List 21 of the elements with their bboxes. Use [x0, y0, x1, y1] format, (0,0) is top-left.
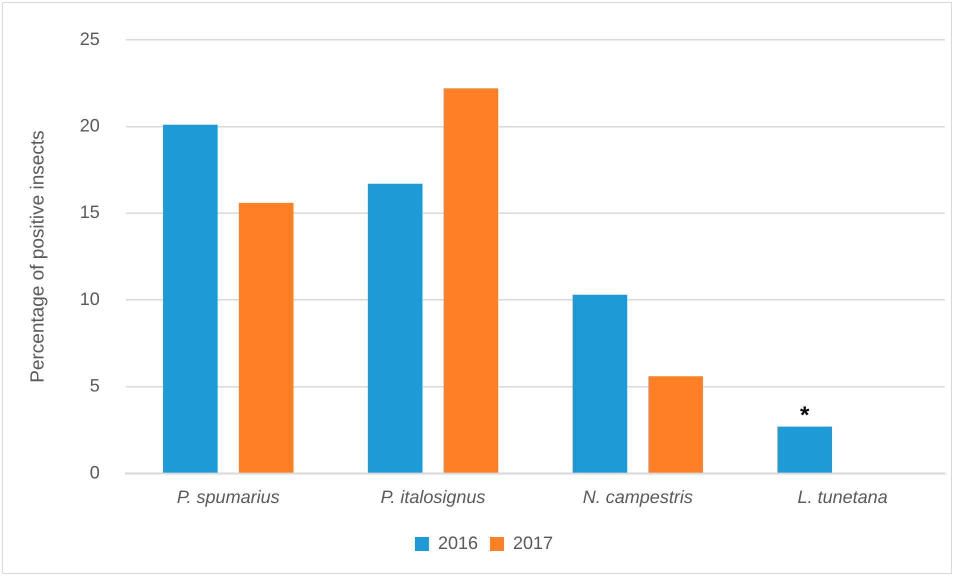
annotation: * [800, 402, 810, 430]
x-tick-label: P. spumarius [176, 487, 280, 508]
y-tick-label: 0 [90, 462, 100, 482]
bar [572, 294, 628, 473]
x-tick-label: N. campestris [582, 487, 693, 508]
bar [777, 426, 832, 473]
x-tick-label: L. tunetana [798, 487, 888, 508]
y-tick-label: 15 [80, 202, 100, 222]
y-tick-label: 25 [80, 28, 100, 49]
y-tick-label: 20 [80, 115, 100, 136]
legend-label: 2017 [513, 532, 554, 553]
legend-label: 2016 [438, 532, 478, 553]
bar [238, 202, 294, 473]
y-tick-label: 10 [80, 288, 100, 309]
y-tick-label: 5 [90, 376, 100, 396]
bar [163, 124, 218, 473]
bar [368, 184, 422, 473]
x-tick-label: P. italosignus [380, 487, 486, 508]
y-axis-title: Percentage of positive insects [28, 130, 49, 383]
bar [444, 88, 498, 473]
bar [648, 376, 703, 473]
